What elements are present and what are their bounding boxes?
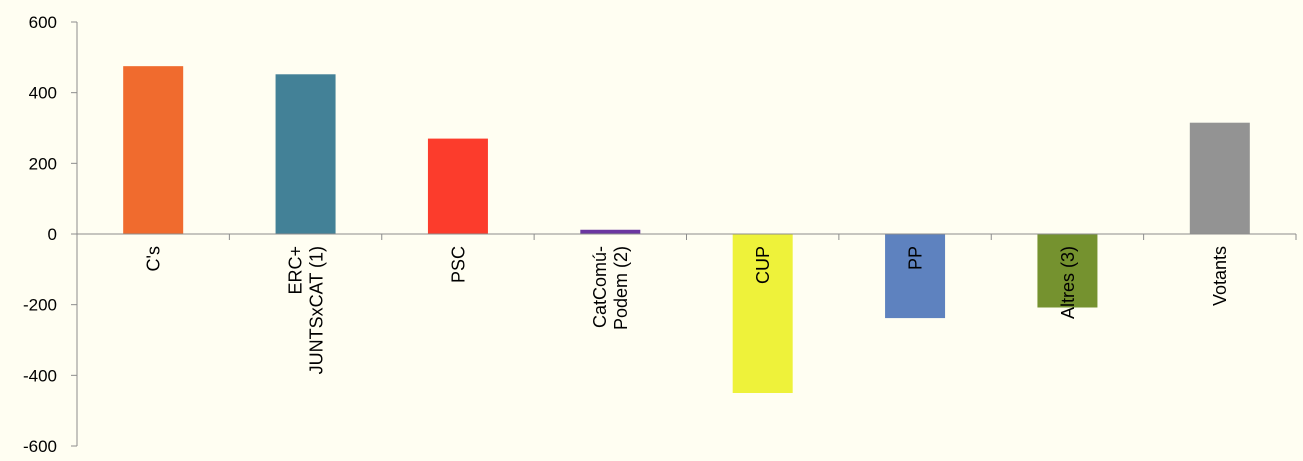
category-label-line: PSC	[448, 246, 468, 283]
bars	[123, 66, 1250, 393]
bar	[885, 234, 946, 319]
y-tick-label: 200	[29, 154, 57, 173]
x-axis	[76, 233, 1297, 240]
category-labels: C's ERC+ JUNTSxCAT (1) PSC CatComú- Podem (2)…	[143, 246, 1230, 374]
category-label-line: ERC+	[285, 246, 305, 295]
category-label: C's	[143, 246, 163, 271]
bar	[580, 229, 641, 234]
y-tick-label: -600	[23, 437, 57, 456]
category-label-line: C's	[143, 246, 163, 271]
category-label-line: Votants	[1210, 246, 1230, 306]
category-label-line: JUNTSxCAT (1)	[306, 246, 326, 374]
y-tick-label: 0	[48, 225, 57, 244]
y-tick-label: 600	[29, 13, 57, 32]
category-label: CUP	[753, 246, 773, 284]
category-label: Altres (3)	[1058, 246, 1078, 319]
y-axis: 600 400 200 0 -200 -400 -600	[23, 13, 78, 456]
y-tick-label: -400	[23, 366, 57, 385]
category-label: Votants	[1210, 246, 1230, 306]
category-label-line: CatComú-	[590, 246, 610, 328]
bar	[427, 138, 488, 234]
category-label: ERC+ JUNTSxCAT (1)	[285, 246, 326, 374]
y-tick-label: -200	[23, 296, 57, 315]
category-label: PP	[905, 246, 925, 270]
y-tick-label: 400	[29, 84, 57, 103]
bar	[1037, 234, 1098, 308]
category-label-line: Podem (2)	[611, 246, 631, 330]
category-label-line: Altres (3)	[1058, 246, 1078, 319]
bar	[123, 66, 184, 235]
category-label-line: PP	[905, 246, 925, 270]
bar	[1189, 122, 1250, 234]
bar	[732, 234, 793, 393]
category-label: CatComú- Podem (2)	[590, 246, 631, 330]
category-label-line: CUP	[753, 246, 773, 284]
category-label: PSC	[448, 246, 468, 283]
bar	[275, 74, 336, 234]
